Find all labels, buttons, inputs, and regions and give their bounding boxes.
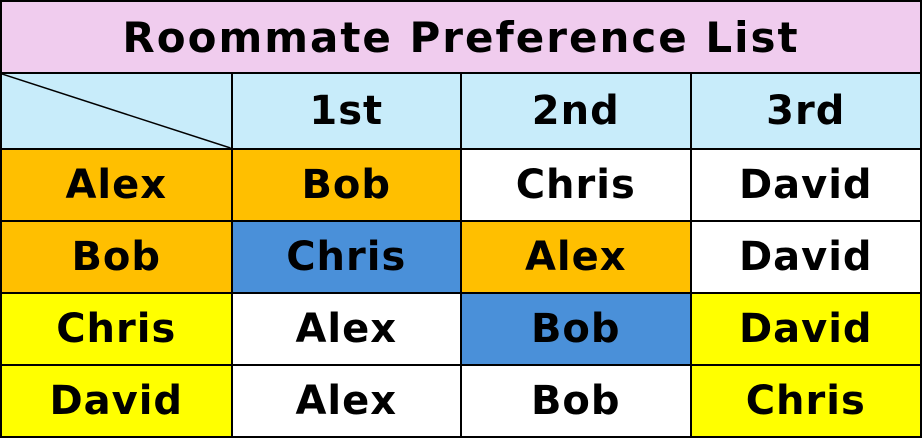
row-name: Chris (2, 292, 233, 366)
table-row: Alex Bob Chris David (2, 148, 920, 222)
pref-cell: Chris (689, 364, 920, 436)
pref-cell: Bob (460, 364, 692, 436)
pref-cell: David (689, 148, 920, 222)
pref-cell: Chris (230, 220, 462, 294)
pref-cell: Chris (460, 148, 692, 222)
diagonal-divider (2, 74, 231, 148)
header-2nd: 2nd (460, 72, 692, 150)
table-row: Bob Chris Alex David (2, 220, 920, 294)
corner-cell (2, 72, 233, 150)
pref-cell: Alex (460, 220, 692, 294)
row-name: Alex (2, 148, 233, 222)
table-row: David Alex Bob Chris (2, 364, 920, 436)
title-row: Roommate Preference List (2, 2, 920, 74)
pref-cell: David (689, 292, 920, 366)
row-name: Bob (2, 220, 233, 294)
pref-cell: Bob (230, 148, 462, 222)
pref-cell: Alex (230, 364, 462, 436)
pref-cell: David (689, 220, 920, 294)
pref-cell: Alex (230, 292, 462, 366)
header-3rd: 3rd (689, 72, 920, 150)
header-row: 1st 2nd 3rd (2, 72, 920, 150)
row-name: David (2, 364, 233, 436)
header-1st: 1st (230, 72, 462, 150)
pref-cell: Bob (460, 292, 692, 366)
table-row: Chris Alex Bob David (2, 292, 920, 366)
table-title: Roommate Preference List (2, 2, 920, 74)
